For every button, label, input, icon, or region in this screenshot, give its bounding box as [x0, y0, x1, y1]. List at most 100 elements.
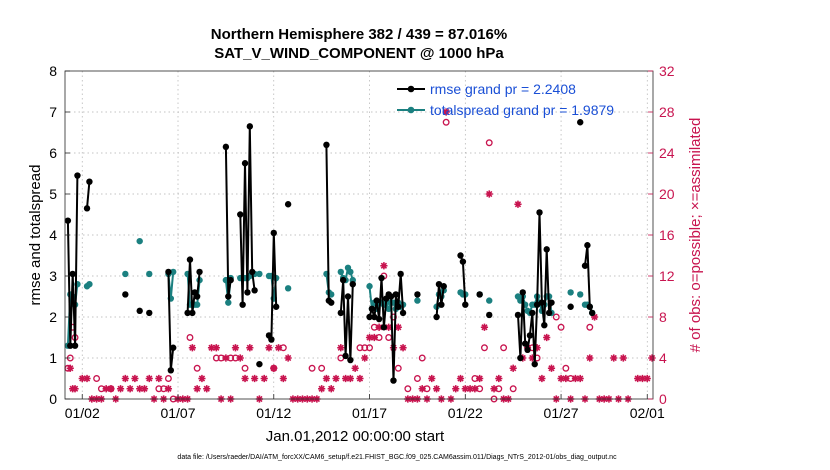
obs-assimilated-point	[341, 374, 350, 383]
x-ticks: 01/02 01/07 01/12 01/17 01/22 01/27 02/01	[65, 394, 665, 421]
rmse-point	[74, 172, 81, 179]
rmse-point	[136, 307, 143, 315]
rmse-point	[225, 293, 232, 300]
totalspread-point	[256, 270, 263, 278]
rmse-point	[387, 293, 395, 300]
obs-assimilated-point	[188, 344, 196, 352]
rmse-point	[193, 293, 201, 300]
rmse-point	[373, 297, 380, 304]
obs-assimilated-point	[456, 374, 465, 383]
obs-assimilated-point	[164, 385, 173, 393]
totalspread-point	[366, 283, 373, 290]
obs-assimilated-point	[514, 200, 522, 208]
obs-assimilated-point	[193, 385, 201, 393]
rmse-point	[83, 205, 91, 212]
rmse-point	[69, 270, 76, 278]
obs-assimilated-point	[461, 385, 469, 393]
obs-assimilated-point	[346, 374, 354, 383]
rmse-point	[246, 123, 254, 130]
rmse-point	[323, 141, 330, 148]
y-tick-label-right: 12	[659, 268, 675, 284]
rmse-point	[548, 299, 555, 306]
obs-possible-point	[193, 364, 201, 372]
y-tick-label-right: 4	[659, 350, 667, 366]
obs-assimilated-point	[140, 385, 149, 393]
obs-possible-point	[418, 354, 426, 362]
obs-assimilated-point	[375, 323, 383, 331]
rmse-point	[462, 301, 469, 308]
y-axis-label-left: rmse and totalspread	[27, 165, 44, 306]
rmse-line-segment	[339, 279, 354, 362]
rmse-point	[375, 315, 383, 323]
obs-assimilated-point	[131, 374, 139, 383]
rmse-point	[586, 303, 593, 310]
obs-assimilated-point	[380, 262, 388, 270]
rmse-point	[244, 289, 251, 296]
rmse-point	[270, 229, 277, 237]
rmse-point	[189, 309, 196, 317]
obs-possible-point	[308, 364, 316, 372]
legend-marker-spread	[407, 106, 415, 114]
obs-assimilated-point	[136, 385, 144, 393]
obs-assimilated-point	[365, 333, 374, 342]
y-ticks-right: 0 4 8 12 16 20 24 28 32	[648, 63, 675, 407]
obs-assimilated-point	[490, 385, 498, 393]
totalspread-point	[284, 285, 292, 292]
footnote: data file: /Users/raeder/DAI/ATM_forcXX/…	[177, 454, 617, 461]
rmse-point	[536, 209, 543, 216]
totalspread-point	[414, 297, 421, 304]
obs-assimilated-point	[279, 374, 287, 383]
obs-assimilated-point	[207, 344, 216, 352]
obs-assimilated-point	[480, 323, 489, 331]
rmse-point	[337, 309, 345, 317]
obs-assimilated-point	[327, 385, 335, 393]
obs-possible-point	[390, 313, 397, 321]
rmse-point	[222, 143, 230, 151]
obs-assimilated-point	[155, 374, 163, 383]
y-tick-label-left: 6	[49, 145, 57, 161]
obs-possible-point	[442, 118, 450, 126]
obs-assimilated-point	[557, 374, 565, 383]
rmse-point	[196, 268, 203, 276]
y-tick-label-left: 3	[49, 268, 57, 284]
y-tick-label-left: 8	[49, 63, 57, 79]
obs-possible-point	[481, 344, 488, 352]
rmse-point	[397, 270, 404, 278]
y-tick-label-left: 0	[49, 391, 57, 407]
obs-possible-point	[155, 385, 163, 393]
obs-assimilated-point	[385, 323, 393, 331]
obs-assimilated-point	[107, 385, 115, 393]
rmse-point	[227, 276, 234, 284]
obs-assimilated-point	[634, 374, 642, 383]
obs-assimilated-point	[485, 190, 493, 198]
obs-possible-point	[212, 354, 220, 362]
x-tick-label: 01/17	[352, 405, 387, 421]
obs-possible-point	[356, 344, 364, 352]
y-tick-label-right: 8	[659, 309, 667, 325]
rmse-point	[392, 291, 400, 298]
rmse-point	[584, 242, 591, 249]
rmse-point	[390, 377, 397, 384]
obs-possible-point	[557, 323, 565, 331]
totalspread-point	[122, 270, 129, 278]
totalspread-point	[193, 301, 201, 308]
rmse-point	[567, 303, 574, 310]
totalspread-point	[225, 299, 232, 306]
rmse-point	[67, 342, 74, 349]
rmse-point	[414, 291, 421, 298]
obs-assimilated-point	[399, 344, 407, 352]
obs-assimilated-point	[265, 344, 273, 352]
y-tick-label-left: 7	[49, 104, 57, 120]
obs-assimilated-point	[528, 354, 536, 362]
x-tick-label: 01/22	[448, 405, 483, 421]
rmse-point	[272, 303, 280, 310]
rmse-point	[581, 262, 589, 269]
x-tick-label: 01/07	[160, 405, 195, 421]
rmse-point	[241, 160, 249, 167]
obs-possible-point	[500, 344, 508, 352]
series-rmse	[64, 119, 596, 384]
totalspread-point	[577, 291, 584, 298]
rmse-point	[476, 291, 483, 298]
obs-assimilated-point	[246, 344, 254, 352]
